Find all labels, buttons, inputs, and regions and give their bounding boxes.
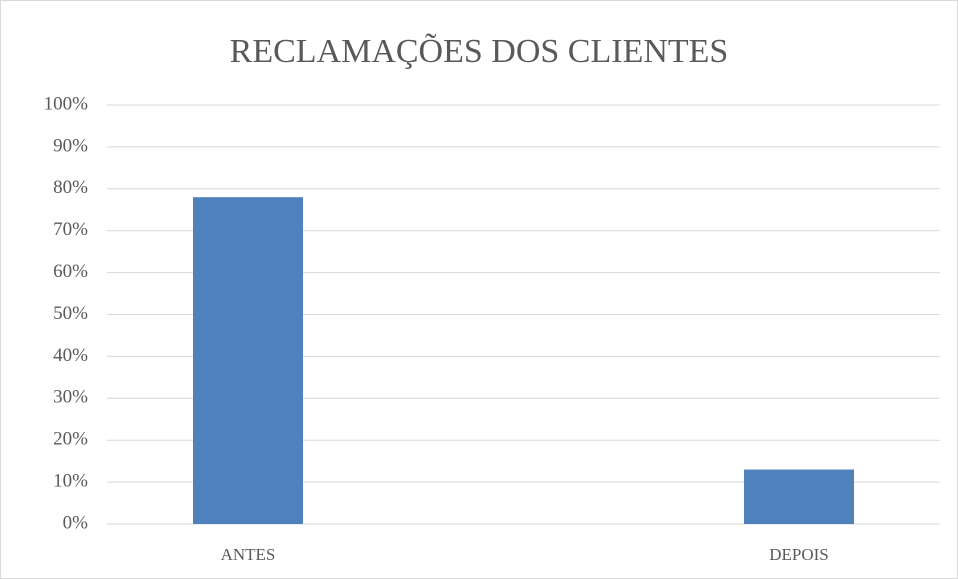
y-tick-label: 0% bbox=[63, 512, 89, 533]
x-tick-label: DEPOIS bbox=[769, 545, 829, 564]
y-tick-label: 60% bbox=[53, 261, 88, 282]
y-tick-label: 80% bbox=[53, 177, 88, 198]
y-tick-label: 30% bbox=[53, 387, 88, 408]
y-tick-label: 100% bbox=[44, 93, 89, 114]
bar bbox=[744, 469, 854, 524]
x-tick-label: ANTES bbox=[221, 545, 276, 564]
y-tick-label: 90% bbox=[53, 135, 88, 156]
bar bbox=[193, 197, 303, 524]
y-tick-label: 50% bbox=[53, 303, 88, 324]
chart-title: RECLAMAÇÕES DOS CLIENTES bbox=[230, 33, 729, 70]
y-tick-label: 40% bbox=[53, 345, 88, 366]
y-tick-label: 10% bbox=[53, 470, 88, 491]
y-tick-label: 70% bbox=[53, 219, 88, 240]
y-tick-label: 20% bbox=[53, 429, 88, 450]
